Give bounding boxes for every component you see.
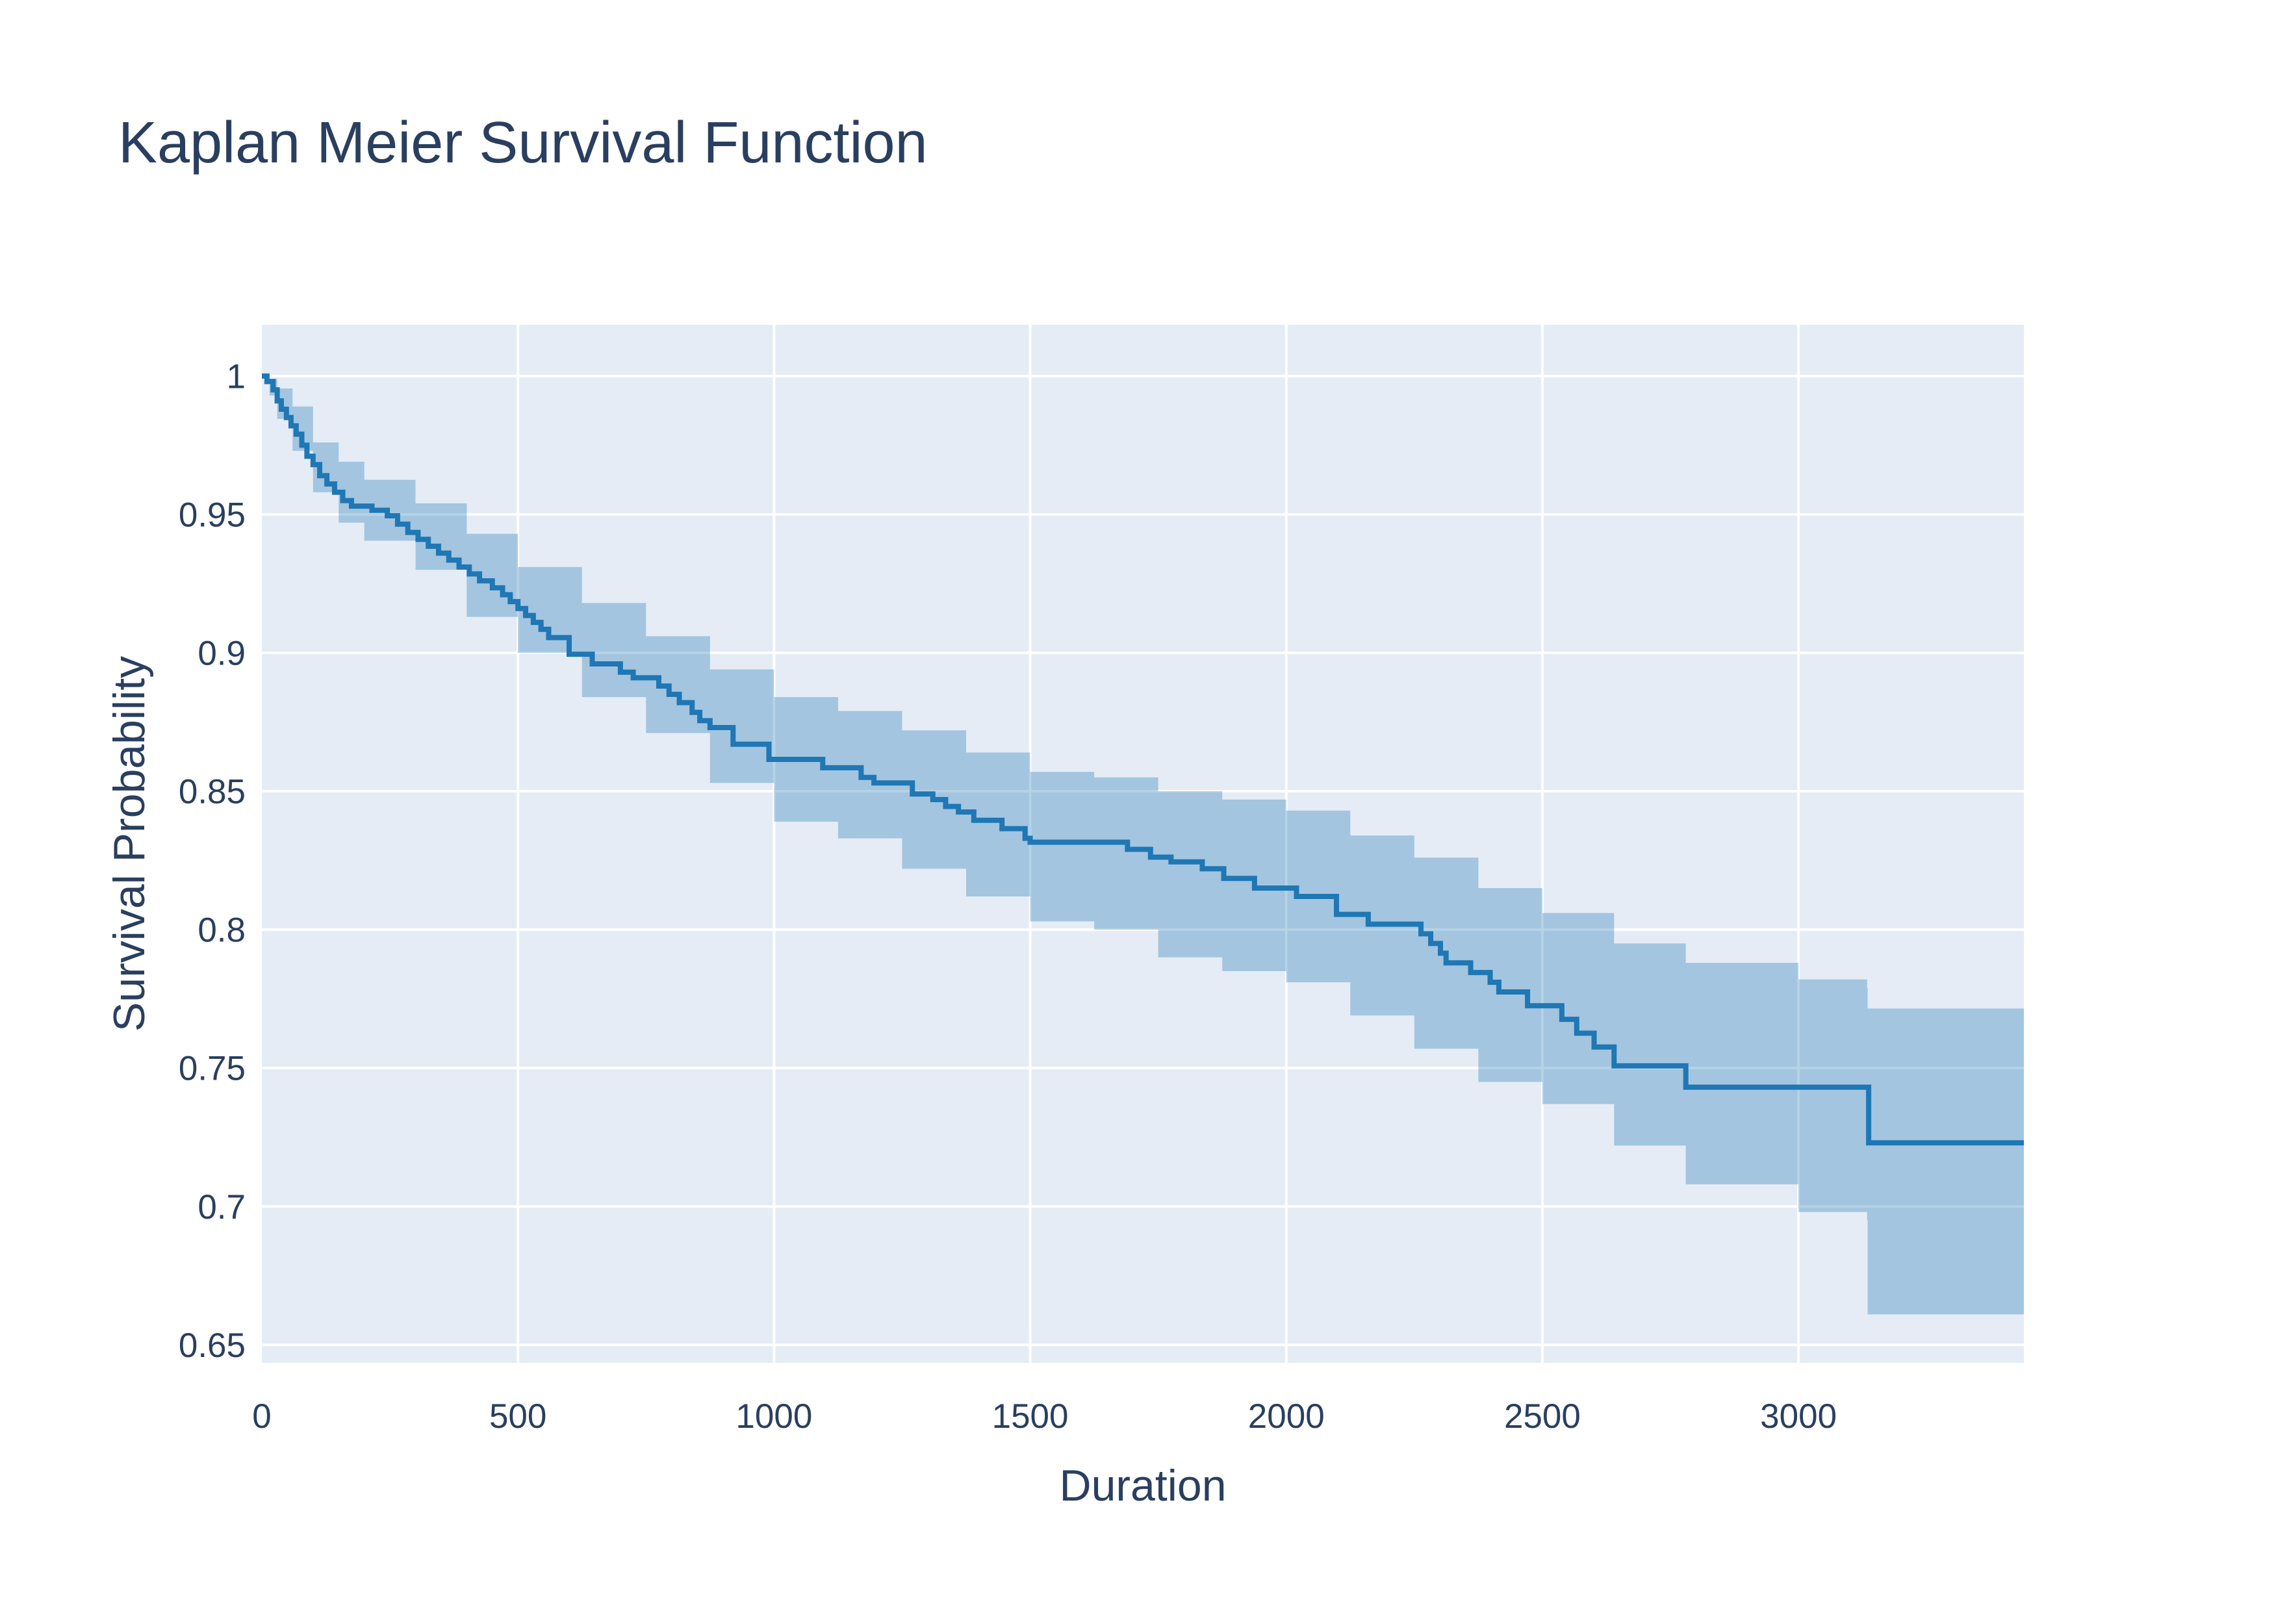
- y-tick-label: 0.95: [179, 496, 246, 534]
- y-tick-label: 0.75: [179, 1050, 246, 1088]
- confidence-band: [262, 375, 2024, 1315]
- y-axis-title: Survival Probability: [105, 656, 154, 1032]
- y-tick-label: 0.65: [179, 1326, 246, 1365]
- x-tick-label: 500: [489, 1397, 546, 1436]
- x-tick-label: 1500: [992, 1397, 1069, 1436]
- y-tick-label: 0.9: [198, 635, 246, 673]
- x-tick-label: 1000: [735, 1397, 812, 1436]
- plot-area[interactable]: [262, 325, 2024, 1363]
- survival-curve: [262, 373, 2024, 1146]
- x-axis-title: Duration: [1059, 1461, 1226, 1510]
- x-tick-label: 0: [252, 1397, 271, 1436]
- x-tick-label: 2500: [1504, 1397, 1581, 1436]
- y-tick-label: 0.7: [198, 1188, 246, 1226]
- y-tick-label: 0.85: [179, 773, 246, 811]
- x-tick-label: 2000: [1248, 1397, 1325, 1436]
- chart-title: Kaplan Meier Survival Function: [118, 110, 928, 175]
- y-tick-label: 1: [227, 357, 246, 396]
- x-tick-label: 3000: [1760, 1397, 1837, 1436]
- y-tick-label: 0.8: [198, 911, 246, 950]
